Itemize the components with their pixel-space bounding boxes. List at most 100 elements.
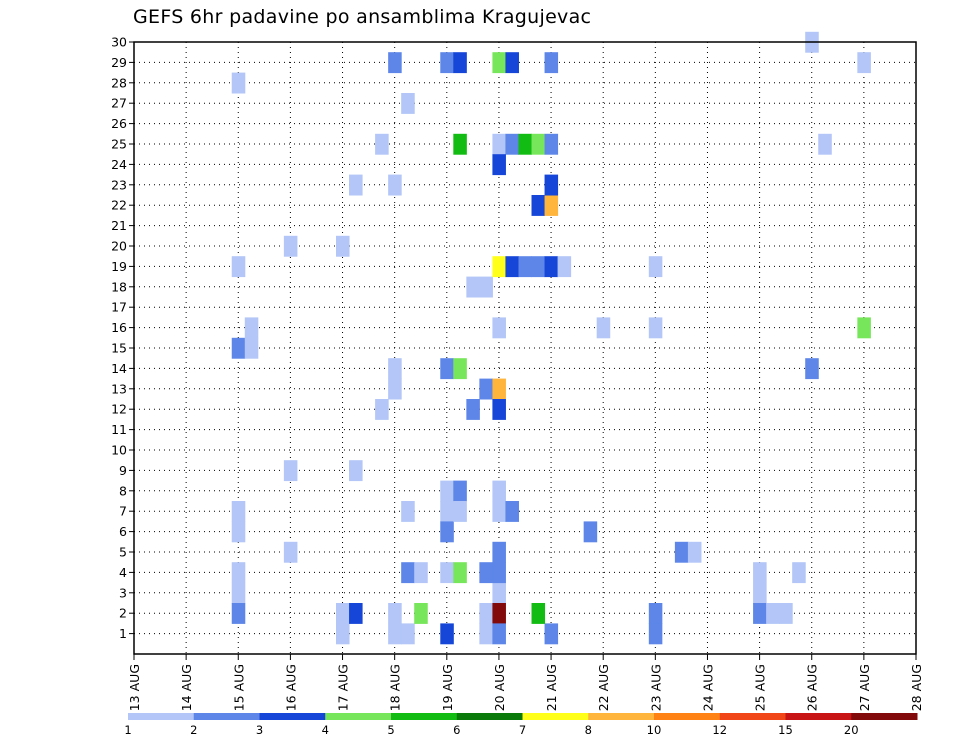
heatmap-cell xyxy=(492,256,506,278)
heatmap-cell xyxy=(336,235,350,257)
legend-label: 2 xyxy=(190,723,197,737)
heatmap-cell xyxy=(766,603,780,624)
heatmap-cell xyxy=(231,562,246,584)
x-tick-label: 21 AUG xyxy=(544,664,559,711)
heatmap-cell xyxy=(453,358,467,380)
heatmap-cell xyxy=(857,52,871,74)
heatmap-cell xyxy=(388,52,402,74)
y-tick-label: 9 xyxy=(119,463,127,478)
heatmap-cell xyxy=(401,623,415,645)
y-tick-label: 6 xyxy=(119,524,127,539)
legend-swatch xyxy=(193,713,260,720)
heatmap-cell xyxy=(479,623,493,645)
heatmap-cell xyxy=(388,378,402,400)
heatmap-cell xyxy=(231,72,246,94)
y-tick-label: 2 xyxy=(119,606,127,621)
heatmap-cell xyxy=(388,623,402,645)
heatmap-cell xyxy=(544,52,559,74)
heatmap-cell xyxy=(466,399,480,420)
x-tick-label: 14 AUG xyxy=(179,664,194,711)
heatmap-cell xyxy=(440,521,454,543)
heatmap-cell xyxy=(440,623,454,645)
heatmap-cell xyxy=(244,317,259,339)
heatmap-cell xyxy=(753,562,767,584)
x-tick-label: 28 AUG xyxy=(909,664,924,711)
heatmap-cell xyxy=(349,460,363,482)
heatmap-cell xyxy=(505,52,519,74)
heatmap-cell xyxy=(492,623,506,645)
heatmap-cell xyxy=(648,317,663,339)
color-legend: 1 2 3 4 5 6 7 8 10 12 15 20 xyxy=(124,713,918,737)
heatmap-cell xyxy=(492,541,506,563)
heatmap-cell xyxy=(753,582,767,604)
x-tick-label: 22 AUG xyxy=(596,664,611,711)
legend-swatch xyxy=(588,713,655,720)
heatmap-cell xyxy=(531,256,546,278)
heatmap-cell xyxy=(492,562,506,584)
heatmap-cell xyxy=(505,501,519,522)
heatmap-cell xyxy=(440,501,454,522)
heatmap-cell xyxy=(231,337,246,359)
legend-label: 8 xyxy=(585,723,592,737)
legend-label: 12 xyxy=(712,723,727,737)
y-tick-label: 13 xyxy=(111,381,127,396)
heatmap-cell xyxy=(492,501,506,522)
grid-lines xyxy=(134,41,917,654)
heatmap-cell xyxy=(231,603,246,624)
legend-swatch xyxy=(851,713,918,720)
y-tick-label: 8 xyxy=(119,483,127,498)
y-tick-label: 1 xyxy=(119,626,127,641)
x-tick-label: 25 AUG xyxy=(753,664,768,711)
heatmap-cell xyxy=(596,317,611,339)
y-tick-label: 24 xyxy=(111,157,127,172)
heatmap-cell xyxy=(479,378,493,400)
x-tick-label: 18 AUG xyxy=(388,664,403,711)
heatmap-cell xyxy=(492,133,506,155)
y-tick-label: 4 xyxy=(119,565,127,580)
y-tick-label: 19 xyxy=(111,259,127,274)
x-tick-label: 17 AUG xyxy=(336,664,351,711)
heatmap-cell xyxy=(479,603,493,624)
heatmap-cell xyxy=(401,562,415,584)
heatmap-cell xyxy=(648,623,663,645)
y-tick-label: 7 xyxy=(119,504,127,519)
heatmap-cell xyxy=(492,603,506,624)
heatmap-cell xyxy=(336,603,350,624)
heatmap-cell xyxy=(544,623,559,645)
heatmap-cell xyxy=(453,480,467,502)
heatmap-cell xyxy=(648,256,663,278)
legend-label: 1 xyxy=(124,723,131,737)
x-tick-label: 24 AUG xyxy=(700,664,715,711)
heatmap-cell xyxy=(557,256,572,278)
heatmap-cell xyxy=(336,623,350,645)
legend-swatch xyxy=(391,713,458,720)
heatmap-cell xyxy=(518,133,533,155)
heatmap-cell xyxy=(492,582,506,604)
chart-title: GEFS 6hr padavine po ansamblima Kragujev… xyxy=(133,6,592,28)
heatmap-cell xyxy=(453,52,467,74)
y-tick-label: 10 xyxy=(111,443,127,458)
heatmap-cell xyxy=(375,399,389,420)
x-tick-label: 26 AUG xyxy=(805,664,820,711)
x-tick-label: 20 AUG xyxy=(492,664,507,711)
heatmap-cell xyxy=(531,195,546,216)
x-axis: 13 AUG 14 AUG 15 AUG 16 AUG 17 AUG 18 AUG 19 A… xyxy=(127,654,924,711)
y-tick-label: 22 xyxy=(111,198,127,213)
y-tick-label: 23 xyxy=(111,177,127,192)
heatmap-cell xyxy=(518,256,533,278)
heatmap-cell xyxy=(453,133,467,155)
y-tick-label: 15 xyxy=(111,341,127,356)
heatmap-cell xyxy=(505,133,519,155)
x-tick-label: 23 AUG xyxy=(648,664,663,711)
heatmap-cell xyxy=(466,276,480,298)
heatmap-cell xyxy=(544,195,559,216)
legend-label: 6 xyxy=(453,723,460,737)
heatmap-cell xyxy=(401,501,415,522)
heatmap-cell xyxy=(388,174,402,196)
y-tick-label: 30 xyxy=(111,35,127,50)
legend-swatch xyxy=(325,713,392,720)
legend-label: 7 xyxy=(519,723,526,737)
y-tick-label: 26 xyxy=(111,116,127,131)
heatmap-cell xyxy=(231,521,246,543)
